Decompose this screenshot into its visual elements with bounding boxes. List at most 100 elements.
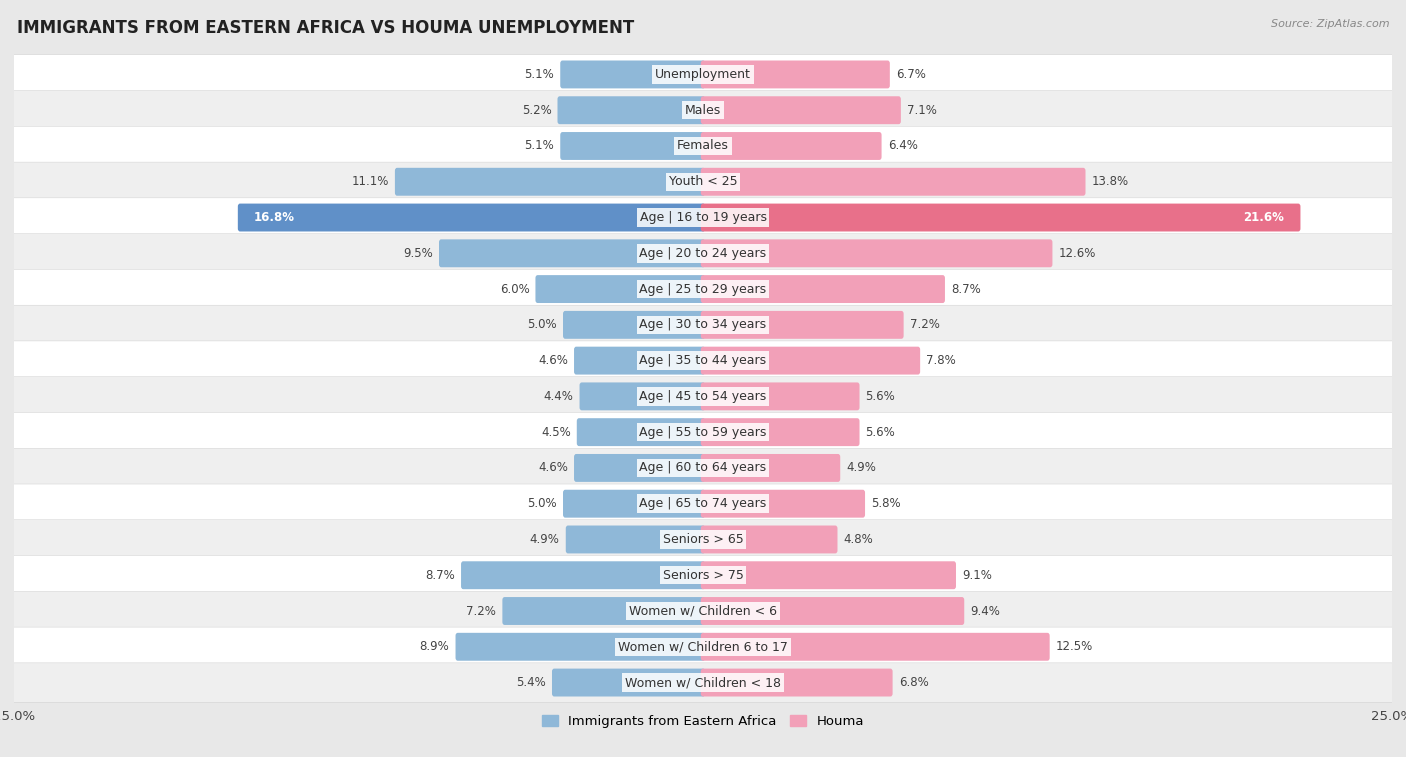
Text: 4.9%: 4.9% xyxy=(846,462,876,475)
Text: 13.8%: 13.8% xyxy=(1091,176,1129,188)
Text: 7.8%: 7.8% xyxy=(927,354,956,367)
FancyBboxPatch shape xyxy=(13,234,1393,273)
FancyBboxPatch shape xyxy=(13,55,1393,94)
FancyBboxPatch shape xyxy=(579,382,706,410)
FancyBboxPatch shape xyxy=(700,239,1053,267)
FancyBboxPatch shape xyxy=(13,341,1393,380)
FancyBboxPatch shape xyxy=(700,275,945,303)
Text: 5.6%: 5.6% xyxy=(866,425,896,438)
Text: 9.4%: 9.4% xyxy=(970,605,1000,618)
FancyBboxPatch shape xyxy=(395,168,706,196)
FancyBboxPatch shape xyxy=(700,597,965,625)
Text: Source: ZipAtlas.com: Source: ZipAtlas.com xyxy=(1271,19,1389,29)
Text: 4.5%: 4.5% xyxy=(541,425,571,438)
Text: 6.4%: 6.4% xyxy=(887,139,918,152)
FancyBboxPatch shape xyxy=(536,275,706,303)
FancyBboxPatch shape xyxy=(560,132,706,160)
FancyBboxPatch shape xyxy=(13,269,1393,309)
Text: IMMIGRANTS FROM EASTERN AFRICA VS HOUMA UNEMPLOYMENT: IMMIGRANTS FROM EASTERN AFRICA VS HOUMA … xyxy=(17,19,634,37)
Text: 8.9%: 8.9% xyxy=(420,640,450,653)
FancyBboxPatch shape xyxy=(700,347,920,375)
Text: 5.0%: 5.0% xyxy=(527,319,557,332)
FancyBboxPatch shape xyxy=(13,484,1393,523)
Text: Women w/ Children 6 to 17: Women w/ Children 6 to 17 xyxy=(619,640,787,653)
Text: 12.5%: 12.5% xyxy=(1056,640,1092,653)
Text: 5.1%: 5.1% xyxy=(524,68,554,81)
Text: Age | 30 to 34 years: Age | 30 to 34 years xyxy=(640,319,766,332)
Text: Females: Females xyxy=(678,139,728,152)
FancyBboxPatch shape xyxy=(13,520,1393,559)
Text: 7.2%: 7.2% xyxy=(467,605,496,618)
FancyBboxPatch shape xyxy=(13,448,1393,488)
FancyBboxPatch shape xyxy=(560,61,706,89)
Text: 4.9%: 4.9% xyxy=(530,533,560,546)
Text: 16.8%: 16.8% xyxy=(254,211,295,224)
FancyBboxPatch shape xyxy=(439,239,706,267)
Text: 7.2%: 7.2% xyxy=(910,319,939,332)
Text: 9.1%: 9.1% xyxy=(962,569,991,581)
Text: 4.6%: 4.6% xyxy=(538,354,568,367)
FancyBboxPatch shape xyxy=(13,413,1393,452)
FancyBboxPatch shape xyxy=(558,96,706,124)
FancyBboxPatch shape xyxy=(238,204,706,232)
Text: 21.6%: 21.6% xyxy=(1243,211,1285,224)
FancyBboxPatch shape xyxy=(461,561,706,589)
Text: Unemployment: Unemployment xyxy=(655,68,751,81)
Text: 11.1%: 11.1% xyxy=(352,176,389,188)
FancyBboxPatch shape xyxy=(700,204,1301,232)
FancyBboxPatch shape xyxy=(700,418,859,446)
FancyBboxPatch shape xyxy=(13,198,1393,237)
Text: 5.6%: 5.6% xyxy=(866,390,896,403)
FancyBboxPatch shape xyxy=(13,663,1393,702)
FancyBboxPatch shape xyxy=(565,525,706,553)
FancyBboxPatch shape xyxy=(700,454,841,482)
FancyBboxPatch shape xyxy=(13,591,1393,631)
Text: Age | 16 to 19 years: Age | 16 to 19 years xyxy=(640,211,766,224)
FancyBboxPatch shape xyxy=(700,132,882,160)
FancyBboxPatch shape xyxy=(502,597,706,625)
Text: Seniors > 75: Seniors > 75 xyxy=(662,569,744,581)
FancyBboxPatch shape xyxy=(13,556,1393,595)
Text: 6.7%: 6.7% xyxy=(896,68,925,81)
FancyBboxPatch shape xyxy=(13,627,1393,666)
FancyBboxPatch shape xyxy=(700,561,956,589)
FancyBboxPatch shape xyxy=(574,454,706,482)
Text: Age | 35 to 44 years: Age | 35 to 44 years xyxy=(640,354,766,367)
FancyBboxPatch shape xyxy=(13,377,1393,416)
Text: 4.6%: 4.6% xyxy=(538,462,568,475)
Text: 6.8%: 6.8% xyxy=(898,676,928,689)
FancyBboxPatch shape xyxy=(700,633,1050,661)
Text: 5.2%: 5.2% xyxy=(522,104,551,117)
FancyBboxPatch shape xyxy=(700,168,1085,196)
FancyBboxPatch shape xyxy=(700,61,890,89)
Text: Women w/ Children < 18: Women w/ Children < 18 xyxy=(626,676,780,689)
Text: Males: Males xyxy=(685,104,721,117)
Text: Seniors > 65: Seniors > 65 xyxy=(662,533,744,546)
Text: 5.8%: 5.8% xyxy=(872,497,901,510)
FancyBboxPatch shape xyxy=(13,91,1393,130)
Text: 5.4%: 5.4% xyxy=(516,676,546,689)
FancyBboxPatch shape xyxy=(700,490,865,518)
Text: 4.8%: 4.8% xyxy=(844,533,873,546)
FancyBboxPatch shape xyxy=(574,347,706,375)
FancyBboxPatch shape xyxy=(13,162,1393,201)
FancyBboxPatch shape xyxy=(700,668,893,696)
Text: 7.1%: 7.1% xyxy=(907,104,936,117)
Text: 8.7%: 8.7% xyxy=(950,282,981,295)
Text: 6.0%: 6.0% xyxy=(499,282,530,295)
FancyBboxPatch shape xyxy=(553,668,706,696)
Text: Youth < 25: Youth < 25 xyxy=(669,176,737,188)
FancyBboxPatch shape xyxy=(700,96,901,124)
FancyBboxPatch shape xyxy=(562,490,706,518)
Text: Age | 45 to 54 years: Age | 45 to 54 years xyxy=(640,390,766,403)
FancyBboxPatch shape xyxy=(700,382,859,410)
FancyBboxPatch shape xyxy=(576,418,706,446)
FancyBboxPatch shape xyxy=(700,525,838,553)
FancyBboxPatch shape xyxy=(562,311,706,339)
Text: Age | 55 to 59 years: Age | 55 to 59 years xyxy=(640,425,766,438)
Text: 4.4%: 4.4% xyxy=(544,390,574,403)
FancyBboxPatch shape xyxy=(700,311,904,339)
Text: Age | 65 to 74 years: Age | 65 to 74 years xyxy=(640,497,766,510)
Text: 9.5%: 9.5% xyxy=(404,247,433,260)
Text: 12.6%: 12.6% xyxy=(1059,247,1095,260)
